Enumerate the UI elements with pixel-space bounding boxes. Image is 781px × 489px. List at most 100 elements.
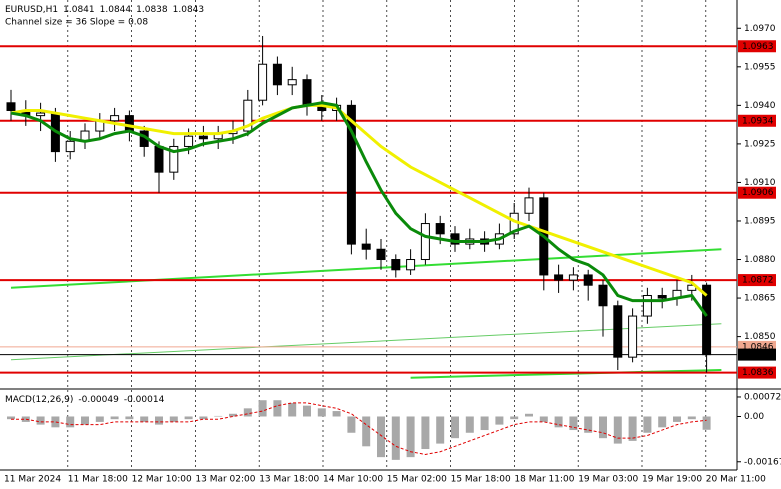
macd-bar (599, 416, 607, 439)
macd-bar (584, 416, 593, 433)
y-tick-label: 0.00072 (744, 392, 781, 402)
y-tick-label: 1.0955 (744, 62, 776, 72)
y-tick-label: 1.0880 (744, 255, 776, 265)
level-label: 1.0872 (742, 276, 774, 286)
header-value: 1.0841 (63, 5, 95, 15)
header-value: 1.0844 (100, 5, 132, 15)
level-label-box (738, 348, 776, 361)
candle-body (450, 233, 460, 245)
candle-body (568, 274, 578, 281)
macd-bar (569, 416, 578, 431)
candle-body (198, 135, 208, 140)
macd-bar (155, 416, 163, 425)
header-value: 1.0843 (173, 5, 205, 15)
macd-bar (554, 416, 563, 428)
y-tick-label: 1.0910 (744, 178, 776, 188)
y-tick-label: -0.00167 (744, 457, 781, 467)
level-label-box (738, 186, 776, 199)
macd-bar (184, 416, 193, 420)
macd-bar (391, 416, 400, 460)
candle-body (272, 63, 282, 86)
x-tick-label: 11 Mar 18:00 (68, 475, 128, 485)
macd-bar (332, 411, 341, 417)
level-label-box (738, 40, 776, 53)
candle-body (110, 115, 120, 122)
macd-bar (510, 416, 519, 420)
signal-line (11, 402, 707, 455)
macd-bar (21, 416, 30, 422)
candle-body (628, 315, 638, 358)
trendline (10, 248, 722, 289)
x-tick-label: 18 Mar 11:00 (514, 475, 574, 485)
candle-body (169, 145, 179, 173)
level-label: 1.0963 (742, 42, 774, 52)
macd-bar (214, 415, 223, 417)
macd-bar (377, 416, 385, 458)
macd-header: MACD(12,26,9) -0.00049 -0.00014 (5, 395, 165, 405)
macd-bar (362, 416, 371, 447)
level-label: 1.0934 (742, 116, 774, 126)
macd-bar (628, 416, 637, 441)
macd-bar (110, 416, 119, 420)
x-tick-label: 13 Mar 02:00 (195, 475, 255, 485)
candle-body (391, 259, 401, 271)
candle-body (124, 115, 134, 132)
macd-bar (81, 416, 89, 425)
header-value: -0.00014 (124, 395, 165, 405)
title: EURUSD,H1 (5, 5, 58, 15)
y-tick-label: 0.00 (744, 412, 764, 422)
level-label-box (738, 274, 776, 287)
macd-bar (406, 416, 415, 458)
macd-bar (317, 408, 326, 417)
macd-bar (643, 416, 652, 433)
x-tick-label: 13 Mar 18:00 (259, 475, 319, 485)
macd-bar (673, 416, 681, 422)
candle-body (184, 135, 194, 147)
trendline (410, 369, 722, 379)
macd-bar (687, 416, 696, 420)
macd-bar (303, 405, 311, 417)
candle-body (613, 305, 623, 358)
x-tick-label: 12 Mar 10:00 (132, 475, 192, 485)
x-tick-label: 15 Mar 18:00 (451, 475, 511, 485)
y-tick-label: 1.0940 (744, 101, 776, 111)
macd-bar (140, 416, 149, 422)
macd-bar (243, 408, 252, 417)
x-tick-label: 20 Mar 11:00 (706, 475, 766, 485)
macd-bar (436, 416, 445, 444)
x-tick-label: 14 Mar 10:00 (323, 475, 383, 485)
candle-body (65, 140, 75, 153)
moving-average (10, 101, 708, 317)
y-tick-label: 1.0925 (744, 139, 776, 149)
chart-header: EURUSD,H1 1.0841 1.0844 1.0838 1.0843 (5, 5, 204, 15)
title: MACD(12,26,9) (5, 395, 73, 405)
macd-bar (421, 416, 430, 450)
x-tick-label: 19 Mar 19:00 (642, 475, 702, 485)
candle-body (554, 274, 564, 281)
candle-body (287, 79, 297, 86)
candle-body (154, 145, 164, 173)
macd-bar (258, 400, 267, 417)
moving-average (10, 103, 708, 297)
macd-bar (525, 413, 533, 417)
level-label: 1.0906 (742, 188, 774, 198)
candle-body (361, 243, 371, 250)
x-tick-label: 19 Mar 03:00 (578, 475, 638, 485)
macd-bar (288, 402, 297, 417)
subtitle: Channel size = 36 Slope = 0.08 (5, 18, 148, 28)
candle-body (524, 197, 534, 214)
macd-bar (125, 416, 134, 420)
candle-body (583, 274, 593, 286)
x-tick-label: 15 Mar 02:00 (387, 475, 447, 485)
macd-bar (66, 416, 75, 428)
candle-body (702, 284, 712, 356)
level-label: 1.0836 (742, 368, 774, 378)
macd-bar (51, 416, 60, 428)
candle-body (657, 294, 667, 299)
macd-bar (36, 416, 45, 425)
candle-body (435, 223, 445, 235)
macd-bar (702, 416, 711, 430)
candle-body (376, 248, 386, 261)
